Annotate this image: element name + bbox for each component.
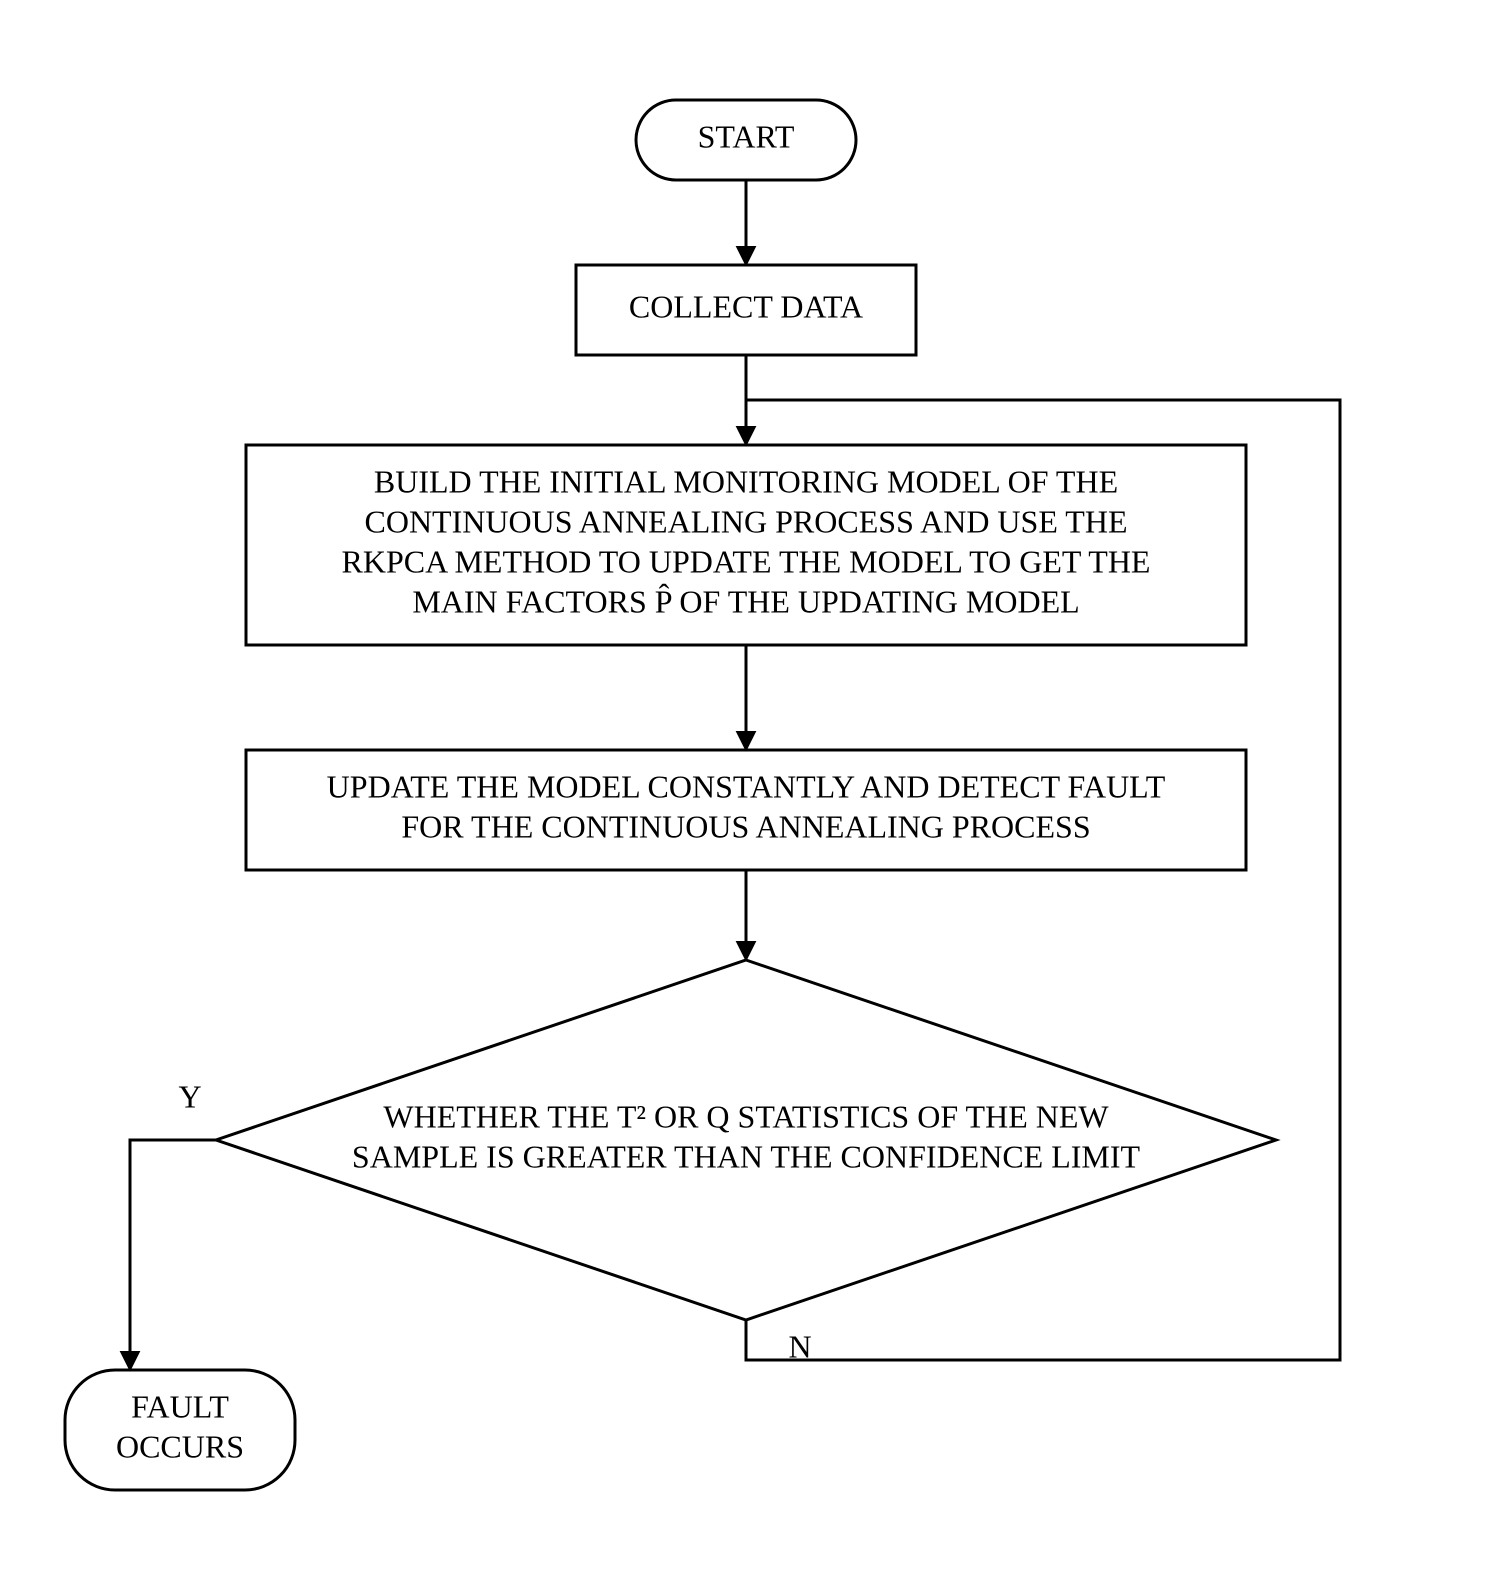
node-collect-line: COLLECT DATA xyxy=(629,288,863,324)
node-decision-line: WHETHER THE T² OR Q STATISTICS OF THE NE… xyxy=(383,1098,1109,1134)
node-build-label: BUILD THE INITIAL MONITORING MODEL OF TH… xyxy=(342,463,1151,619)
node-decision: WHETHER THE T² OR Q STATISTICS OF THE NE… xyxy=(216,960,1276,1320)
node-decision-line: SAMPLE IS GREATER THAN THE CONFIDENCE LI… xyxy=(352,1138,1141,1174)
node-start-line: START xyxy=(698,118,795,154)
node-build-line: MAIN FACTORS P̂ OF THE UPDATING MODEL xyxy=(412,583,1079,619)
node-build-line: BUILD THE INITIAL MONITORING MODEL OF TH… xyxy=(374,463,1118,499)
node-decision-label: WHETHER THE T² OR Q STATISTICS OF THE NE… xyxy=(352,1098,1141,1174)
node-build-line: CONTINUOUS ANNEALING PROCESS AND USE THE xyxy=(364,503,1127,539)
node-build-line: RKPCA METHOD TO UPDATE THE MODEL TO GET … xyxy=(342,543,1151,579)
node-collect-label: COLLECT DATA xyxy=(629,288,863,324)
edge-label-decision-no: N xyxy=(788,1328,811,1364)
node-update-label: UPDATE THE MODEL CONSTANTLY AND DETECT F… xyxy=(327,768,1166,844)
node-update: UPDATE THE MODEL CONSTANTLY AND DETECT F… xyxy=(246,750,1246,870)
node-start: START xyxy=(636,100,856,180)
edge-label-decision-yes: Y xyxy=(178,1078,201,1114)
node-fault-line: OCCURS xyxy=(116,1428,244,1464)
node-build: BUILD THE INITIAL MONITORING MODEL OF TH… xyxy=(246,445,1246,645)
node-update-line: UPDATE THE MODEL CONSTANTLY AND DETECT F… xyxy=(327,768,1166,804)
node-start-label: START xyxy=(698,118,795,154)
node-fault: FAULT OCCURS xyxy=(65,1370,295,1490)
node-fault-label: FAULT OCCURS xyxy=(116,1388,244,1464)
node-collect: COLLECT DATA xyxy=(576,265,916,355)
edge-decision-yes xyxy=(130,1140,216,1370)
node-fault-line: FAULT xyxy=(131,1388,229,1424)
node-update-line: FOR THE CONTINUOUS ANNEALING PROCESS xyxy=(401,808,1090,844)
